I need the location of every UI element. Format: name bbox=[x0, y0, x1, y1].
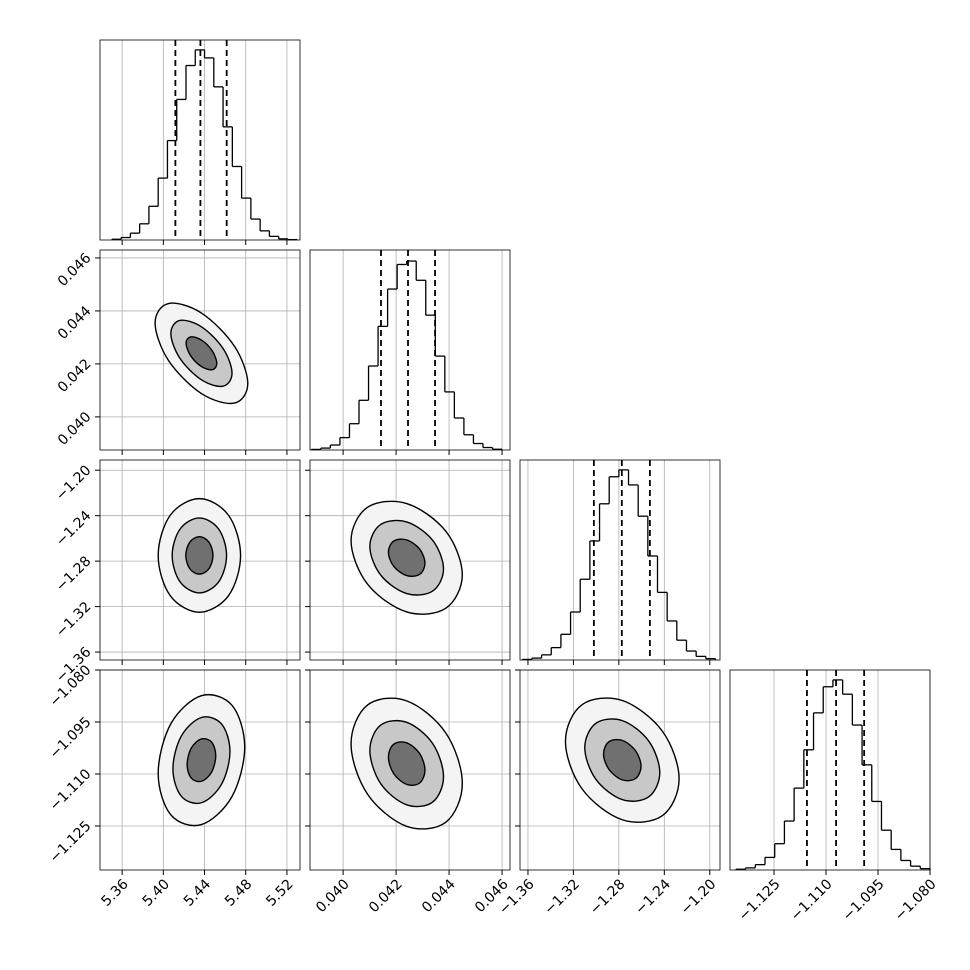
panel-frame bbox=[309, 459, 511, 661]
x-tick-label: −1.095 bbox=[840, 876, 888, 924]
x-tick-label: −1.20 bbox=[678, 876, 720, 918]
x-tick-label: 5.44 bbox=[181, 876, 214, 909]
y-tick-label: −1.28 bbox=[53, 553, 95, 595]
panel-frame bbox=[99, 39, 301, 241]
x-tick-label: 5.52 bbox=[263, 876, 296, 909]
panel-frame bbox=[519, 669, 721, 871]
x-tick-label: 0.040 bbox=[313, 876, 353, 916]
x-tick-label: −1.28 bbox=[587, 876, 629, 918]
y-tick-label: −1.20 bbox=[53, 462, 95, 504]
y-tick-label: 0.040 bbox=[55, 409, 95, 449]
y-tick-label: 0.044 bbox=[55, 303, 95, 343]
x-tick-label: 5.40 bbox=[140, 876, 173, 909]
contour bbox=[185, 336, 218, 371]
x-tick-label: −1.32 bbox=[541, 876, 583, 918]
panel-background bbox=[520, 460, 720, 660]
x-tick-label: 5.36 bbox=[98, 876, 131, 909]
x-tick-label: −1.24 bbox=[632, 876, 674, 918]
contour bbox=[602, 738, 642, 782]
x-tick-label: −1.080 bbox=[892, 876, 940, 924]
contour bbox=[387, 538, 426, 577]
y-tick-label: −1.125 bbox=[47, 818, 95, 866]
panel-frame bbox=[519, 459, 721, 661]
contour bbox=[186, 737, 217, 783]
x-tick-label: 0.042 bbox=[366, 876, 406, 916]
x-tick-label: 5.48 bbox=[222, 876, 255, 909]
y-tick-label: 0.046 bbox=[55, 250, 95, 290]
y-tick-label: −1.110 bbox=[47, 766, 95, 814]
panel-frame bbox=[309, 669, 511, 871]
panel-frame bbox=[309, 249, 511, 451]
y-tick-label: −1.24 bbox=[53, 508, 95, 550]
contour bbox=[185, 536, 214, 575]
x-tick-label: 0.044 bbox=[419, 876, 459, 916]
panel-frame bbox=[99, 459, 301, 661]
panel-frame bbox=[99, 249, 301, 451]
x-tick-label: −1.110 bbox=[788, 876, 836, 924]
panel-background bbox=[730, 670, 930, 870]
panel-frame bbox=[729, 669, 931, 871]
y-tick-label: 0.042 bbox=[55, 356, 95, 396]
panel-background bbox=[310, 250, 510, 450]
x-tick-label: −1.125 bbox=[736, 876, 784, 924]
y-tick-label: −1.095 bbox=[47, 714, 95, 762]
contour bbox=[387, 741, 426, 786]
panel-frame bbox=[99, 669, 301, 871]
y-tick-label: −1.32 bbox=[53, 599, 95, 641]
